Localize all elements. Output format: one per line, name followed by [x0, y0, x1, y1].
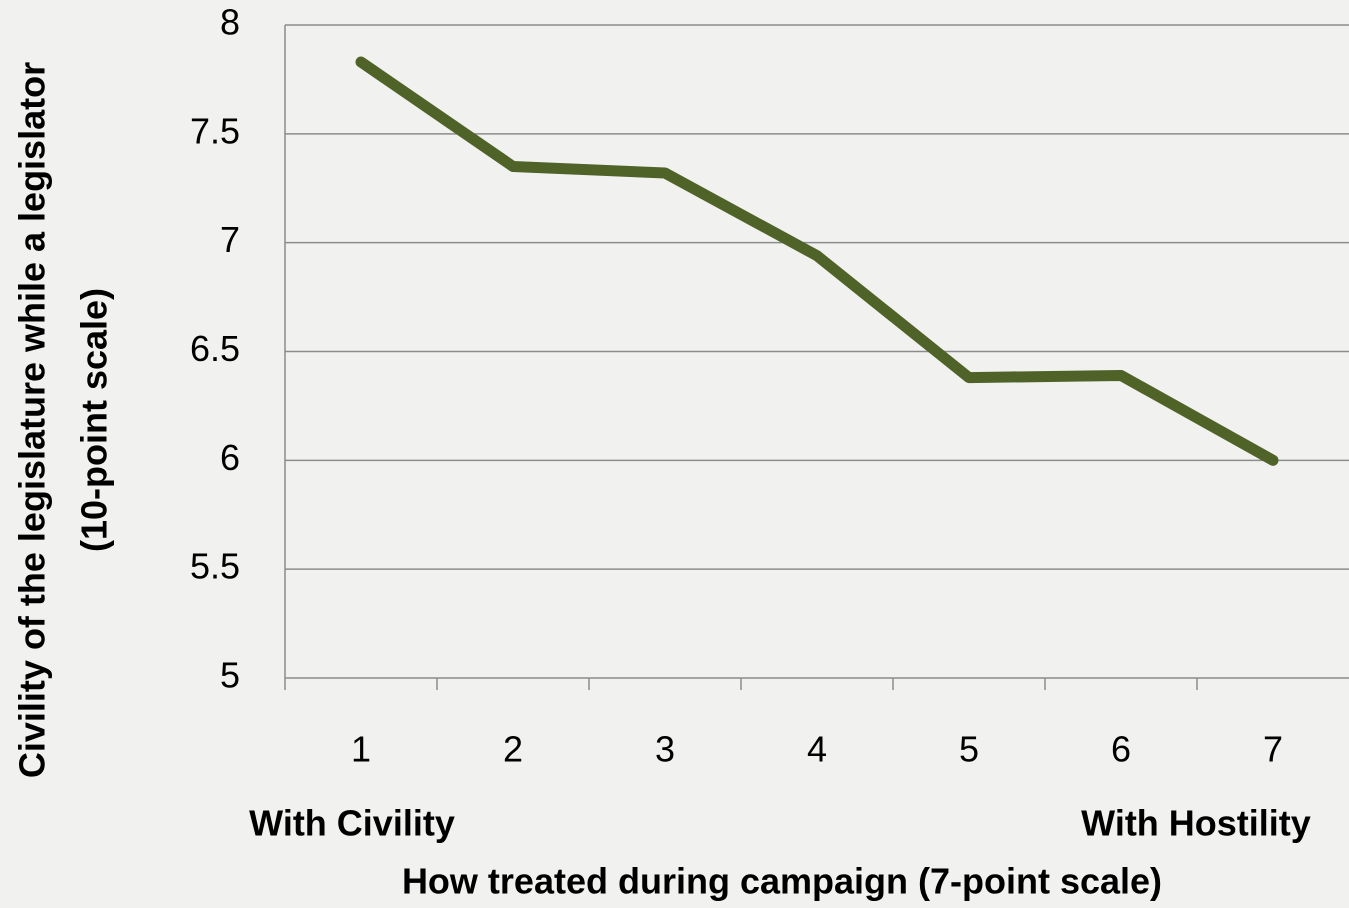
y-tick-label: 7	[220, 219, 240, 260]
x-tick-label: 2	[503, 729, 523, 770]
y-tick-label: 5	[220, 655, 240, 696]
y-tick-label: 8	[220, 2, 240, 43]
annotation: With Civility	[249, 803, 455, 844]
y-tick-label: 5.5	[190, 546, 240, 587]
x-tick-label: 1	[351, 729, 371, 770]
y-axis-title: Civility of the legislature while a legi…	[12, 62, 115, 778]
y-tick-label: 7.5	[190, 110, 240, 151]
y-tick-label: 6.5	[190, 328, 240, 369]
data-line	[355, 56, 1279, 466]
y-axis-title-line: Civility of the legislature while a legi…	[12, 62, 53, 778]
x-axis-title: How treated during campaign (7-point sca…	[402, 861, 1162, 902]
x-tick-label: 7	[1263, 729, 1283, 770]
x-tick-label: 3	[655, 729, 675, 770]
annotation: With Hostility	[1081, 803, 1311, 844]
y-axis-title-line: (10-point scale)	[74, 288, 115, 552]
x-tick-label: 4	[807, 729, 827, 770]
x-tick-label: 5	[959, 729, 979, 770]
x-tick-label: 6	[1111, 729, 1131, 770]
y-tick-label: 6	[220, 437, 240, 478]
